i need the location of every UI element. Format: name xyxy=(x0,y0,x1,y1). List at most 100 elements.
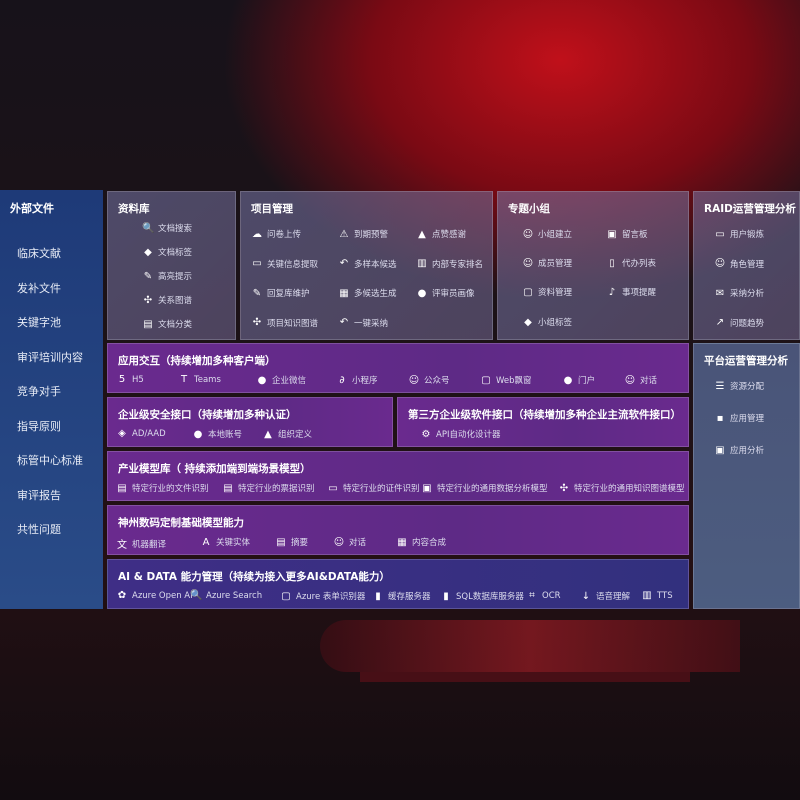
item-chat[interactable]: ☺ 对话 xyxy=(624,374,657,387)
item-label: 内容合成 xyxy=(412,538,447,548)
item-data-chart[interactable]: ▣ 特定行业的通用数据分析模型 xyxy=(421,482,547,495)
item-entity[interactable]: A 关键实体 xyxy=(200,536,250,549)
item-org[interactable]: ▲ 组织定义 xyxy=(262,428,312,441)
item-checklist[interactable]: ☰ 资源分配 xyxy=(714,380,765,393)
item-graph[interactable]: ✣ 特定行业的通用知识图谱模型 xyxy=(558,482,685,495)
item-api-gear[interactable]: ⚙ API自动化设计器 xyxy=(420,428,501,441)
graph-icon: ✣ xyxy=(559,482,569,494)
item-html5[interactable]: 5 H5 xyxy=(116,374,144,385)
item-bbs[interactable]: ▣ 留言板 xyxy=(606,228,647,241)
item-portal[interactable]: ● 门户 xyxy=(562,374,595,387)
item-user[interactable]: ● 评审员画像 xyxy=(416,287,475,300)
item-label: 角色管理 xyxy=(730,259,765,270)
item-tag[interactable]: ◆ 文档标签 xyxy=(142,246,192,259)
item-summary[interactable]: ▤ 摘要 xyxy=(275,536,308,549)
ad-icon: ◈ xyxy=(118,428,126,439)
panel-title: 平台运营管理分析 xyxy=(704,355,788,367)
panel-title: 产业模型库（ 持续添加端到端场景模型） xyxy=(118,463,311,475)
openai-icon: ✿ xyxy=(117,590,127,601)
item-qa[interactable]: ✉ 采纳分析 xyxy=(714,287,764,300)
sidebar-item[interactable]: 审评培训内容 xyxy=(17,350,83,364)
item-label: OCR xyxy=(542,590,561,601)
item-search[interactable]: 🔍 Azure Search xyxy=(190,590,262,601)
item-official-account[interactable]: ☺ 公众号 xyxy=(408,374,450,387)
item-reply[interactable]: ↶ 一键采纳 xyxy=(338,317,388,329)
sidebar-title: 外部文件 xyxy=(10,202,54,215)
item-extract[interactable]: ▭ 关键信息提取 xyxy=(251,258,318,270)
item-classify[interactable]: ▤ 文档分类 xyxy=(142,318,192,331)
item-thumbs-up[interactable]: ▲ 点赞感谢 xyxy=(416,228,466,241)
reply-icon: ↶ xyxy=(339,258,349,269)
item-edit[interactable]: ✎ 回复库维护 xyxy=(251,287,310,300)
item-puzzle[interactable]: ▦ 多候选生成 xyxy=(338,287,396,300)
item-label: Azure 表单识别器 xyxy=(296,592,366,602)
item-member[interactable]: ☺ 成员管理 xyxy=(522,257,572,270)
item-apps[interactable]: ▪ 应用管理 xyxy=(714,412,764,425)
panel-title: AI & DATA 能力管理（持续为接入更多AI&DATA能力） xyxy=(118,571,390,583)
item-label: 特定行业的通用知识图谱模型 xyxy=(574,484,685,494)
panel-title: 神州数码定制基础模型能力 xyxy=(118,517,244,529)
item-form[interactable]: ▢ Azure 表单识别器 xyxy=(280,590,366,603)
item-chart[interactable]: ▣ 应用分析 xyxy=(714,444,764,457)
item-label: 资料管理 xyxy=(538,288,573,298)
item-reply[interactable]: ↶ 多样本候选 xyxy=(338,258,397,270)
item-ad[interactable]: ◈ AD/AAD xyxy=(116,428,166,439)
sidebar-item[interactable]: 指导原则 xyxy=(17,419,61,433)
item-sql[interactable]: ▮ SQL数据库服务器 xyxy=(440,590,524,603)
cloud-upload-icon: ☁ xyxy=(252,228,262,240)
item-label: 事项提醒 xyxy=(622,288,657,298)
sidebar-item[interactable]: 竞争对手 xyxy=(17,385,61,398)
panel-group: 专题小组 ☺ 小组建立 ▣ 留言板 ☺ 成员管理 ▯ 代办列表 ▢ 资料管理 ♪ 事项提醒 ◆ 小组标签 xyxy=(497,191,689,340)
item-graph[interactable]: ✣ 关系图谱 xyxy=(142,294,193,307)
sidebar-item[interactable]: 共性问题 xyxy=(17,523,61,536)
item-clipboard[interactable]: ▯ 代办列表 xyxy=(606,257,656,270)
sidebar-item[interactable]: 标管中心标准 xyxy=(17,454,83,467)
item-label: 问题趋势 xyxy=(730,318,765,329)
item-speech[interactable]: ↓ 语音理解 xyxy=(580,590,630,603)
panel-title: 企业级安全接口（持续增加多种认证） xyxy=(118,409,297,421)
item-group[interactable]: ☺ 角色管理 xyxy=(714,258,764,270)
panel-security: 企业级安全接口（持续增加多种认证） ◈ AD/AAD ● 本地账号 ▲ 组织定义 xyxy=(107,397,393,447)
reply-icon: ↶ xyxy=(339,317,349,328)
item-pen[interactable]: ✎ 高亮提示 xyxy=(142,270,192,283)
item-tts[interactable]: ▥ TTS xyxy=(641,590,672,601)
item-ranking[interactable]: ▥ 内部专家排名 xyxy=(416,258,483,270)
item-receipt[interactable]: ▤ 特定行业的票据识别 xyxy=(222,482,314,495)
item-folder[interactable]: ▢ 资料管理 xyxy=(522,286,573,299)
item-teams[interactable]: T Teams xyxy=(178,374,221,385)
item-window[interactable]: ▢ Web飘窗 xyxy=(480,374,531,387)
item-label: 关系图谱 xyxy=(158,296,193,306)
item-tag[interactable]: ◆ 小组标签 xyxy=(522,316,572,329)
sidebar-item[interactable]: 临床文献 xyxy=(17,247,61,260)
item-cache[interactable]: ▮ 缓存服务器 xyxy=(372,590,431,603)
panel-title: 应用交互（持续增加多种客户端） xyxy=(118,355,276,367)
member-icon: ☺ xyxy=(522,257,534,269)
item-local-account[interactable]: ● 本地账号 xyxy=(192,428,242,441)
item-alarm[interactable]: ⚠ 到期预警 xyxy=(338,228,389,241)
panel-ai: AI & DATA 能力管理（持续为接入更多AI&DATA能力） ✿ Azure O… xyxy=(107,559,689,609)
item-puzzle[interactable]: ▦ 内容合成 xyxy=(396,536,447,549)
tts-icon: ▥ xyxy=(642,590,652,601)
item-id-card[interactable]: ▭ 用户锻炼 xyxy=(714,228,764,241)
item-trend[interactable]: ↗ 问题趋势 xyxy=(714,317,764,329)
item-id-card[interactable]: ▭ 特定行业的证件识别 xyxy=(327,482,419,495)
sidebar-item[interactable]: 审评报告 xyxy=(17,488,61,502)
item-label: 回复库维护 xyxy=(267,289,310,299)
item-translate[interactable]: 文机器翻译 xyxy=(116,536,166,552)
item-file[interactable]: ▤ 特定行业的文件识别 xyxy=(116,482,208,495)
item-graph[interactable]: ✣ 项目知识图谱 xyxy=(251,317,318,329)
item-group[interactable]: ☺ 小组建立 xyxy=(522,228,572,241)
item-chat[interactable]: ☺ 对话 xyxy=(333,536,366,549)
item-ocr[interactable]: ⌗ OCR xyxy=(526,590,561,601)
panel-thirdparty: 第三方企业级软件接口（持续增加多种企业主流软件接口） ⚙ API自动化设计器 xyxy=(397,397,689,447)
sidebar-item[interactable]: 发补文件 xyxy=(17,281,61,295)
item-cloud-upload[interactable]: ☁ 问卷上传 xyxy=(251,228,301,241)
item-doc-search[interactable]: 🔍 文档搜索 xyxy=(142,222,192,235)
item-wechat-work[interactable]: ● 企业微信 xyxy=(256,374,306,387)
sidebar-item[interactable]: 关键字池 xyxy=(17,316,61,329)
item-bell[interactable]: ♪ 事项提醒 xyxy=(606,286,657,299)
panel-title: 第三方企业级软件接口（持续增加多种企业主流软件接口） xyxy=(408,409,681,421)
item-openai[interactable]: ✿ Azure Open AI xyxy=(116,590,193,601)
item-miniprogram[interactable]: ∂ 小程序 xyxy=(336,374,377,387)
item-label: 缓存服务器 xyxy=(388,592,431,602)
